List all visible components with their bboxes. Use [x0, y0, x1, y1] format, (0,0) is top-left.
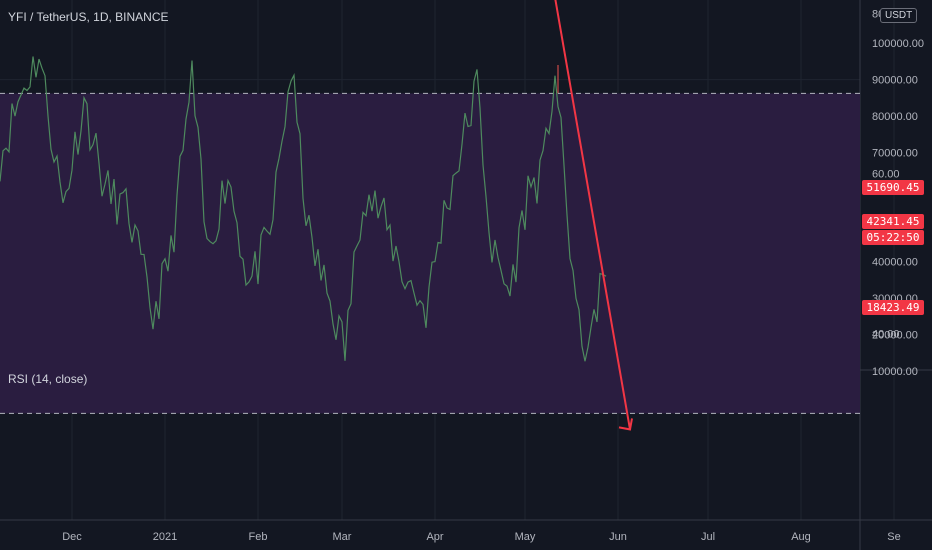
countdown-tag: 05:22:50	[862, 230, 924, 245]
last-price-tag: 42341.45	[862, 214, 924, 229]
time-tick-label: Aug	[791, 531, 811, 543]
time-tick-label: Dec	[62, 531, 82, 543]
price-tick-label: 40000.00	[872, 257, 918, 269]
time-tick-label: Feb	[249, 531, 268, 543]
currency-button[interactable]: USDT	[880, 8, 918, 23]
resistance-price-tag: 51690.45	[862, 180, 924, 195]
time-tick-label: Apr	[426, 531, 443, 543]
rsi-band	[0, 93, 860, 414]
price-tick-label: 100000.00	[872, 38, 924, 50]
rsi-tick-label: 60.00	[872, 168, 900, 180]
rsi-tick-label: 40.00	[872, 328, 900, 340]
rsi-line	[0, 56, 607, 362]
symbol-legend: YFI / TetherUS, 1D, BINANCE	[8, 10, 169, 24]
time-tick-label: Se	[887, 531, 900, 543]
time-tick-label: Mar	[333, 531, 352, 543]
rsi-legend: RSI (14, close)	[8, 372, 88, 386]
price-tick-label: 80000.00	[872, 111, 918, 123]
rsi-arrow-head	[618, 418, 633, 431]
rsi-divergence-arrow	[554, 0, 631, 430]
price-tick-label: 20000.00	[872, 329, 918, 341]
time-tick-label: May	[515, 531, 536, 543]
price-tick-label: 90000.00	[872, 75, 918, 87]
time-tick-label: Jul	[701, 531, 715, 543]
time-tick-label: 2021	[153, 531, 177, 543]
price-tick-label: 10000.00	[872, 366, 918, 378]
time-tick-label: Jun	[609, 531, 627, 543]
support-price-tag: 18423.49	[862, 300, 924, 315]
price-tick-label: 70000.00	[872, 147, 918, 159]
